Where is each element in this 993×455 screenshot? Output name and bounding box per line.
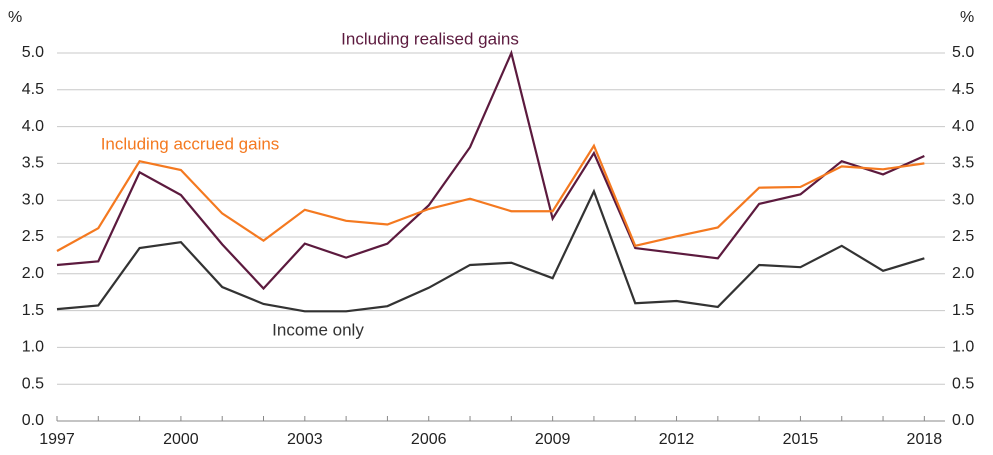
- x-tick-label: 2009: [535, 431, 571, 448]
- y-tick-label: 3.5: [22, 155, 44, 172]
- x-tick-label: 1997: [39, 431, 75, 448]
- series-label: Including realised gains: [341, 29, 519, 48]
- y2-unit: %: [960, 9, 974, 26]
- x-tick-label: 2018: [907, 431, 943, 448]
- y2-tick-label: 0.0: [952, 412, 974, 429]
- y-tick-label: 3.0: [22, 191, 44, 208]
- y2-tick-label: 4.0: [952, 118, 974, 135]
- y2-tick-label: 3.0: [952, 191, 974, 208]
- y-tick-label: 2.5: [22, 228, 44, 245]
- y-tick-label: 1.5: [22, 302, 44, 319]
- x-tick-label: 2015: [783, 431, 819, 448]
- x-tick-label: 2003: [287, 431, 323, 448]
- series-label: Including accrued gains: [101, 134, 280, 153]
- y-tick-label: 1.0: [22, 339, 44, 356]
- y2-tick-label: 3.5: [952, 155, 974, 172]
- x-tick-label: 2006: [411, 431, 447, 448]
- y2-tick-label: 1.0: [952, 339, 974, 356]
- y2-tick-label: 2.5: [952, 228, 974, 245]
- y-tick-label: 4.5: [22, 81, 44, 98]
- y2-tick-label: 4.5: [952, 81, 974, 98]
- y2-tick-label: 2.0: [952, 265, 974, 282]
- series-label: Income only: [272, 320, 364, 339]
- series-line: [56, 143, 925, 252]
- series-line: [56, 188, 925, 313]
- y2-tick-label: 5.0: [952, 44, 974, 61]
- y-tick-label: 5.0: [22, 44, 44, 61]
- y-tick-label: 0.0: [22, 412, 44, 429]
- y-unit: %: [8, 9, 22, 26]
- y-tick-label: 4.0: [22, 118, 44, 135]
- y2-tick-label: 0.5: [952, 375, 974, 392]
- x-tick-label: 2012: [659, 431, 695, 448]
- y2-tick-label: 1.5: [952, 302, 974, 319]
- y-tick-label: 2.0: [22, 265, 44, 282]
- y-tick-label: 0.5: [22, 375, 44, 392]
- x-tick-label: 2000: [163, 431, 199, 448]
- series-line: [56, 49, 925, 291]
